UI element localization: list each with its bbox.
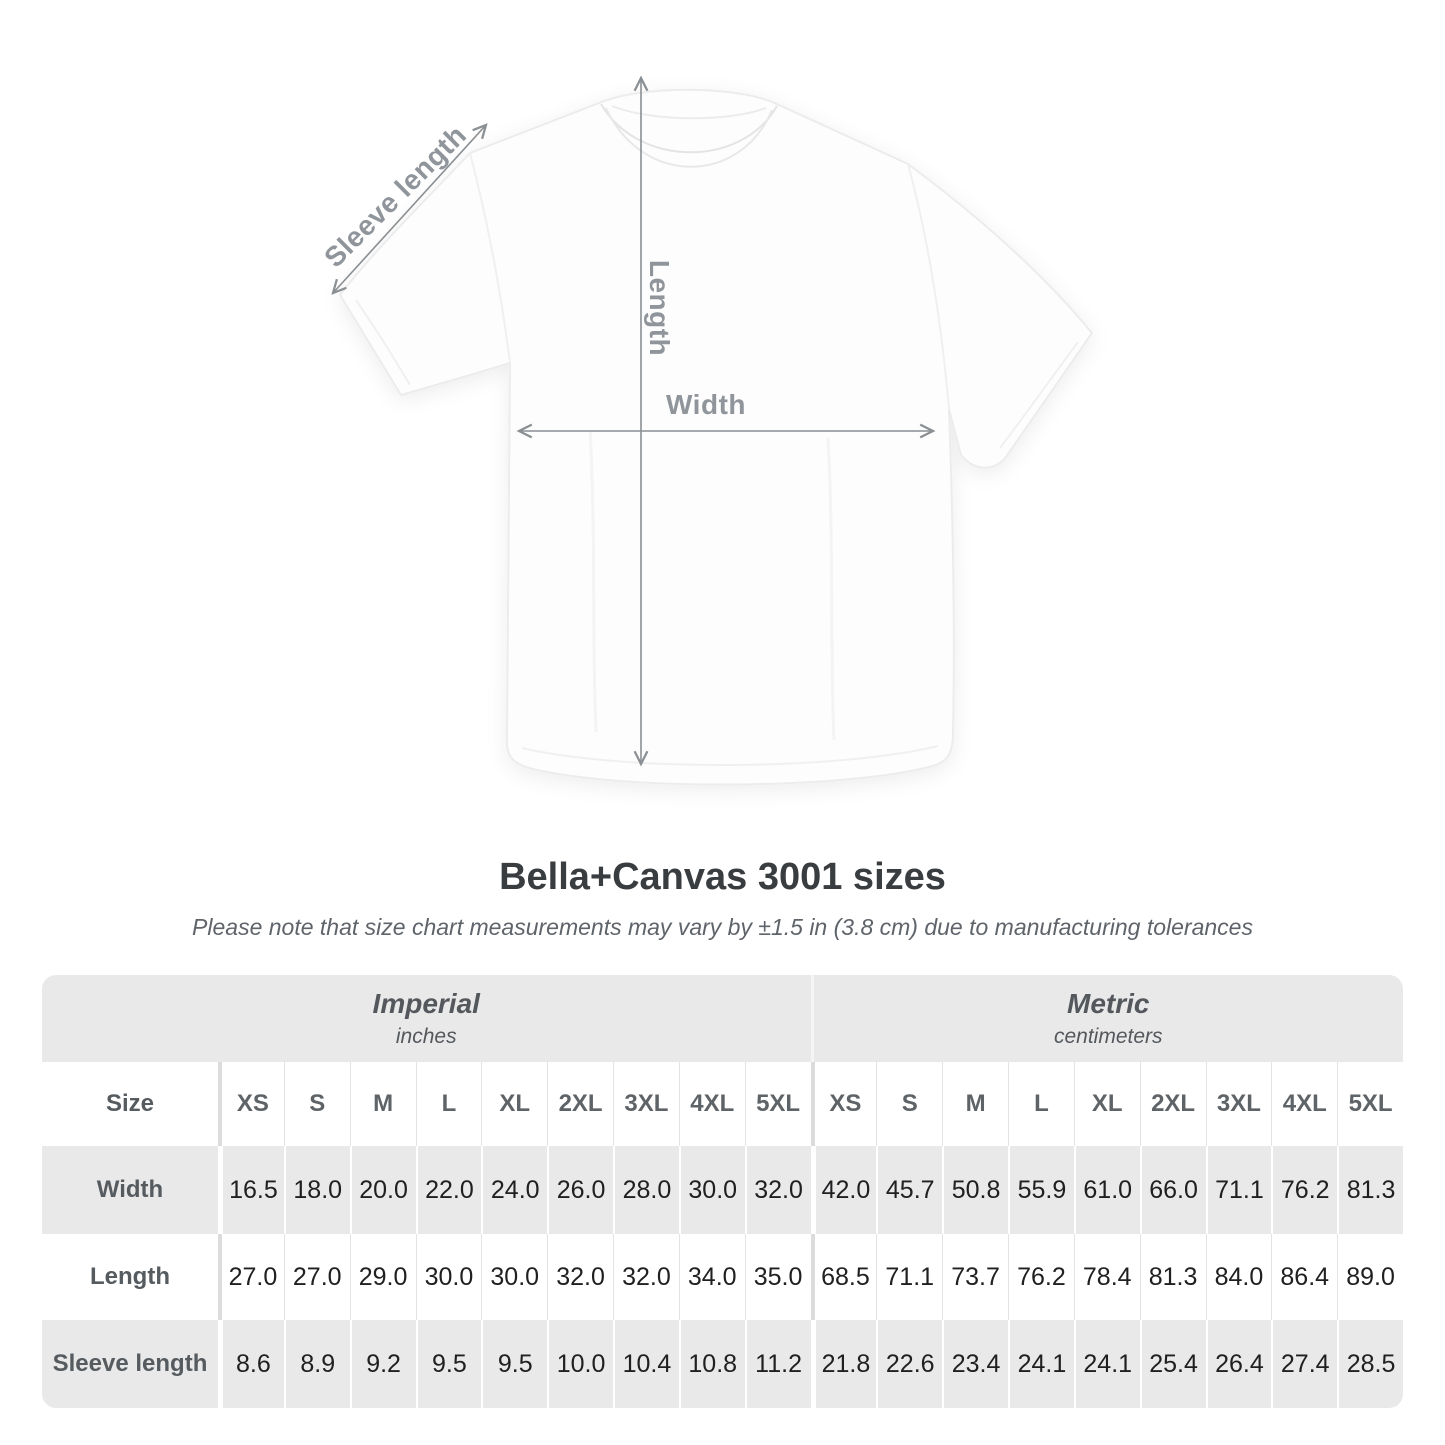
measurement-value-cell: 25.4 — [1139, 1320, 1206, 1408]
measurement-value-cell: 89.0 — [1337, 1234, 1403, 1320]
imperial-group-unit: inches — [395, 1025, 457, 1048]
size-header-cell: XS — [810, 1062, 877, 1146]
tshirt-measurement-diagram: Sleeve length Length Width — [318, 75, 1094, 786]
measurement-value-cell: 9.5 — [415, 1320, 482, 1408]
sleeve-length-row: Sleeve length 8.6 8.9 9.2 9.5 9.5 10.0 10.4 10.… — [42, 1320, 1403, 1408]
measurement-value-cell: 28.5 — [1337, 1320, 1403, 1408]
tshirt-image — [338, 88, 1094, 786]
measurement-value-cell: 42.0 — [810, 1146, 877, 1234]
tolerance-note: Please note that size chart measurements… — [192, 914, 1253, 940]
measurement-value-cell: 21.8 — [810, 1320, 877, 1408]
measurement-value-cell: 29.0 — [349, 1234, 416, 1320]
size-header-cell: 3XL — [1205, 1062, 1272, 1146]
measurement-value-cell: 61.0 — [1073, 1146, 1140, 1234]
measurement-value-cell: 22.6 — [876, 1320, 942, 1408]
measurement-value-cell: 76.2 — [1271, 1146, 1337, 1234]
page-title: Bella+Canvas 3001 sizes — [499, 856, 946, 898]
measurement-value-cell: 76.2 — [1008, 1234, 1074, 1320]
measurement-value-cell: 26.0 — [547, 1146, 613, 1234]
measurement-value-cell: 30.0 — [678, 1146, 745, 1234]
measurement-value-cell: 81.3 — [1337, 1146, 1403, 1234]
measurement-value-cell: 50.8 — [942, 1146, 1008, 1234]
title-block: Bella+Canvas 3001 sizes Please note that… — [0, 856, 1445, 941]
unit-group-header-row: Imperial inches Metric centimeters — [42, 975, 1403, 1062]
row-label-size: Size — [105, 1090, 155, 1117]
imperial-group-title: Imperial — [372, 988, 480, 1019]
size-header-cell: 4XL — [1271, 1062, 1337, 1146]
size-header-cell: 2XL — [1139, 1062, 1206, 1146]
measurement-value-cell: 86.4 — [1271, 1234, 1337, 1320]
measurement-value-cell: 24.0 — [481, 1146, 547, 1234]
measurement-value-cell: 10.4 — [613, 1320, 679, 1408]
measurement-value-cell: 26.4 — [1205, 1320, 1272, 1408]
measurement-value-cell: 9.5 — [481, 1320, 547, 1408]
measurement-value-cell: 81.3 — [1139, 1234, 1206, 1320]
size-header-cell: 3XL — [613, 1062, 679, 1146]
measurement-value-cell: 28.0 — [613, 1146, 679, 1234]
size-header-cell: S — [876, 1062, 942, 1146]
measurement-value-cell: 32.0 — [613, 1234, 679, 1320]
measurement-value-cell: 55.9 — [1008, 1146, 1074, 1234]
measurement-value-cell: 10.8 — [678, 1320, 745, 1408]
size-header-cell: 2XL — [547, 1062, 613, 1146]
measurement-value-cell: 66.0 — [1139, 1146, 1206, 1234]
width-row: Width 16.5 18.0 20.0 22.0 24.0 26.0 28.0 30.0 32… — [42, 1146, 1403, 1234]
collar-detail — [600, 103, 778, 168]
metric-group-unit: centimeters — [1053, 1025, 1163, 1048]
length-label: Length — [644, 260, 675, 356]
measurement-value-cell: 84.0 — [1205, 1234, 1272, 1320]
measurement-value-cell: 11.2 — [744, 1320, 811, 1408]
imperial-group-header: Imperial inches — [42, 975, 811, 1062]
measurement-value-cell: 27.0 — [218, 1234, 284, 1320]
metric-group-title: Metric — [1067, 988, 1150, 1019]
measurement-value-cell: 22.0 — [415, 1146, 482, 1234]
measurement-value-cell: 34.0 — [678, 1234, 745, 1320]
measurement-value-cell: 9.2 — [349, 1320, 416, 1408]
row-label-sleeve-length: Sleeve length — [52, 1350, 208, 1377]
size-header-cell: M — [942, 1062, 1008, 1146]
size-header-cell: 5XL — [744, 1062, 811, 1146]
measurement-value-cell: 45.7 — [876, 1146, 942, 1234]
size-header-cell: S — [283, 1062, 350, 1146]
measurement-value-cell: 32.0 — [744, 1146, 811, 1234]
size-header-cell: 4XL — [678, 1062, 745, 1146]
measurement-value-cell: 24.1 — [1008, 1320, 1074, 1408]
measurement-value-cell: 71.1 — [876, 1234, 942, 1320]
size-header-cell: L — [1008, 1062, 1074, 1146]
size-header-cell: XS — [218, 1062, 284, 1146]
sleeve-length-arrow — [331, 123, 488, 295]
measurement-value-cell: 24.1 — [1073, 1320, 1140, 1408]
metric-group-header: Metric centimeters — [810, 975, 1404, 1062]
size-header-cell: XL — [481, 1062, 547, 1146]
measurement-value-cell: 18.0 — [283, 1146, 350, 1234]
measurement-value-cell: 10.0 — [547, 1320, 613, 1408]
measurement-value-cell: 8.9 — [283, 1320, 350, 1408]
fabric-folds — [588, 429, 836, 741]
row-label-width: Width — [96, 1176, 164, 1203]
measurement-value-cell: 30.0 — [415, 1234, 482, 1320]
measurement-value-cell: 16.5 — [218, 1146, 284, 1234]
measurement-value-cell: 23.4 — [942, 1320, 1008, 1408]
size-header-row: Size XS S M L XL 2XL 3XL 4XL 5XL XS S M L XL 2XL 3XL 4XL… — [42, 1062, 1403, 1146]
measurement-value-cell: 73.7 — [942, 1234, 1008, 1320]
measurement-value-cell: 32.0 — [547, 1234, 613, 1320]
size-header-cell: L — [415, 1062, 482, 1146]
size-table: Imperial inches Metric centimeters Size … — [42, 975, 1403, 1408]
measurement-value-cell: 27.0 — [283, 1234, 350, 1320]
measurement-value-cell: 20.0 — [349, 1146, 416, 1234]
width-label: Width — [666, 389, 746, 420]
length-row: Length 27.0 27.0 29.0 30.0 30.0 32.0 32.0 34.0 3… — [42, 1234, 1403, 1320]
size-header-cell: XL — [1073, 1062, 1140, 1146]
measurement-value-cell: 35.0 — [744, 1234, 811, 1320]
size-header-cell: M — [349, 1062, 416, 1146]
measurement-value-cell: 30.0 — [481, 1234, 547, 1320]
size-header-cell: 5XL — [1337, 1062, 1403, 1146]
measurement-value-cell: 78.4 — [1073, 1234, 1140, 1320]
measurement-value-cell: 8.6 — [218, 1320, 284, 1408]
measurement-value-cell: 27.4 — [1271, 1320, 1337, 1408]
measurement-value-cell: 68.5 — [810, 1234, 877, 1320]
row-label-length: Length — [90, 1263, 170, 1290]
measurement-value-cell: 71.1 — [1205, 1146, 1272, 1234]
